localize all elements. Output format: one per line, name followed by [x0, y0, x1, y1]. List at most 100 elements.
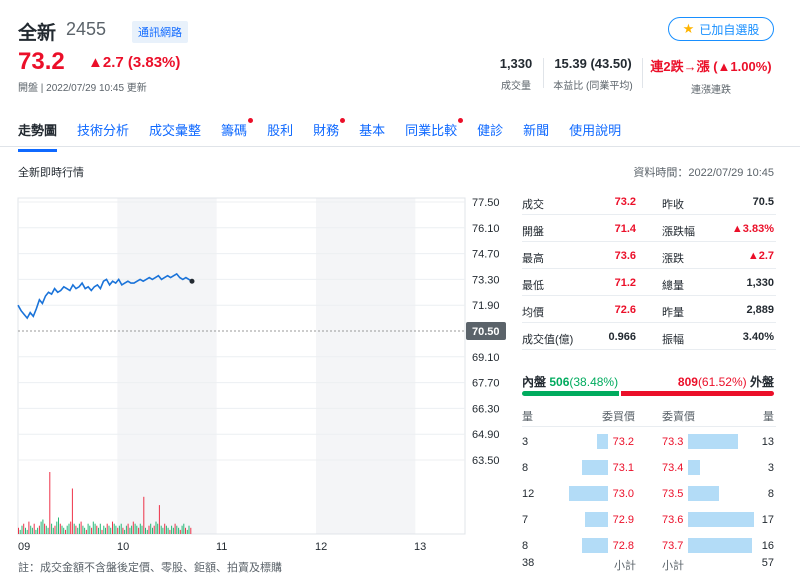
order-book-row: 8 73.1 73.4 3 — [522, 454, 776, 481]
y-tick-label: 69.10 — [472, 352, 500, 364]
quote-row: 最高 73.6 漲跌 ▲2.7 — [522, 242, 776, 269]
order-book-row: 3 73.2 73.3 13 — [522, 428, 776, 455]
bid-volume-bar — [569, 486, 608, 501]
ask-volume-bar — [688, 460, 700, 475]
data-time: 資料時間：2022/07/29 10:45 — [633, 167, 774, 179]
inner-value: 506 — [549, 375, 570, 389]
volume-bar — [37, 527, 39, 534]
tab-7[interactable]: 同業比較 — [405, 118, 464, 152]
volume-bar — [82, 525, 84, 534]
ask-qty: 16 — [761, 540, 774, 552]
tab-0[interactable]: 走勢圖 — [18, 120, 58, 152]
volume-bar — [146, 529, 148, 534]
volume-bar — [49, 472, 51, 534]
stat-value: 15.39 (43.50) — [554, 56, 632, 71]
price-line — [17, 272, 193, 320]
tab-label: 健診 — [477, 123, 504, 138]
volume-bar — [31, 527, 33, 534]
quote-value: ▲2.7 — [747, 250, 774, 262]
volume-bar — [139, 523, 141, 534]
tab-4[interactable]: 股利 — [267, 120, 293, 152]
stat-value: 連2跌→漲 (▲1.00%) — [650, 59, 772, 74]
volume-bar — [172, 527, 174, 534]
quote-row: 均價 72.6 昨量 2,889 — [522, 296, 776, 323]
ask-volume-bar — [688, 434, 738, 449]
watchlist-button[interactable]: ★ 已加自選股 — [668, 17, 774, 41]
x-tick-label: 13 — [414, 541, 426, 553]
industry-tag[interactable]: 通訊網路 — [132, 21, 188, 43]
bid-price: 73.2 — [612, 436, 634, 448]
stat-label: 連漲連跌 — [691, 85, 731, 96]
bid-price: 72.9 — [612, 514, 634, 526]
volume-bar — [28, 521, 30, 534]
volume-bar — [65, 529, 66, 534]
x-tick-label: 09 — [18, 541, 30, 553]
volume-bar — [73, 523, 75, 534]
tab-1[interactable]: 技術分析 — [77, 120, 129, 152]
bid-price: 72.8 — [612, 540, 634, 552]
volume-bar — [112, 521, 113, 534]
y-tick-label: 73.30 — [472, 274, 500, 286]
volume-bar — [25, 527, 26, 534]
quote-row: 成交 73.2 昨收 70.5 — [522, 188, 776, 215]
ask-price: 73.3 — [662, 436, 684, 448]
stock-code: 2455 — [66, 19, 107, 39]
volume-bar — [143, 496, 145, 534]
quote-label: 均價 — [522, 307, 544, 319]
volume-bar — [153, 525, 155, 534]
volume-bar — [188, 525, 190, 534]
volume-bar — [148, 525, 150, 534]
volume-bar — [18, 527, 19, 534]
volume-bar — [42, 519, 44, 534]
volume-bar — [108, 525, 110, 534]
order-book-row: 8 72.8 73.7 16 — [522, 532, 776, 559]
stat-label: 成交量 — [501, 81, 531, 92]
bid-price-header: 委買價 — [602, 411, 635, 423]
watchlist-button-label: 已加自選股 — [699, 22, 760, 37]
tab-label: 使用說明 — [569, 123, 622, 138]
volume-bar — [23, 523, 25, 534]
volume-bar — [61, 525, 63, 534]
volume-bar — [89, 525, 91, 534]
volume-bar — [78, 523, 80, 534]
volume-bar — [164, 523, 166, 534]
volume-bar — [183, 523, 185, 534]
inner-volume: 內盤 506(38.48%) — [522, 373, 618, 390]
volume-bar — [87, 523, 89, 534]
quote-row: 成交值(億) 0.966 振幅 3.40% — [522, 323, 776, 350]
volume-bar — [101, 529, 103, 534]
bid-total: 38 — [522, 557, 535, 569]
quote-value: 71.2 — [614, 277, 636, 289]
volume-bar — [145, 527, 146, 534]
volume-bar — [169, 529, 171, 534]
quote-label: 昨量 — [662, 307, 684, 319]
volume-bar — [96, 525, 98, 534]
y-tick-label: 77.50 — [472, 197, 500, 209]
ask-total-label: 小計 — [662, 560, 684, 572]
tab-5[interactable]: 財務 — [313, 118, 346, 152]
volume-bar — [68, 523, 70, 534]
volume-bar — [110, 527, 112, 534]
volume-bar — [136, 525, 138, 534]
volume-bar — [66, 525, 68, 534]
stat-divider — [543, 58, 544, 88]
tab-3[interactable]: 籌碼 — [221, 118, 254, 152]
tab-label: 技術分析 — [77, 123, 130, 138]
volume-bar — [162, 527, 164, 534]
tab-10[interactable]: 使用說明 — [569, 120, 621, 152]
y-tick-label: 76.10 — [472, 223, 500, 235]
tab-8[interactable]: 健診 — [477, 120, 503, 152]
tab-9[interactable]: 新聞 — [523, 120, 549, 152]
stat-pe: 15.39 (43.50) 本益比 (同業平均) — [548, 56, 638, 92]
reference-price-label: 70.50 — [472, 326, 500, 338]
ask-qty: 17 — [761, 514, 774, 526]
tab-bar: 走勢圖 技術分析 成交彙整 籌碼 股利 財務 基本 同業比較 健診 新聞 使用說明 — [18, 118, 641, 152]
outer-value: 809 — [677, 375, 698, 389]
new-indicator-dot — [248, 118, 254, 123]
volume-bar — [160, 525, 162, 534]
volume-bar — [178, 527, 180, 534]
tab-6[interactable]: 基本 — [359, 120, 385, 152]
volume-bar — [113, 523, 115, 534]
intraday-chart: 77.50 76.10 74.70 73.30 71.90 69.10 67.70 66.30… — [17, 197, 506, 553]
tab-2[interactable]: 成交彙整 — [149, 120, 201, 152]
